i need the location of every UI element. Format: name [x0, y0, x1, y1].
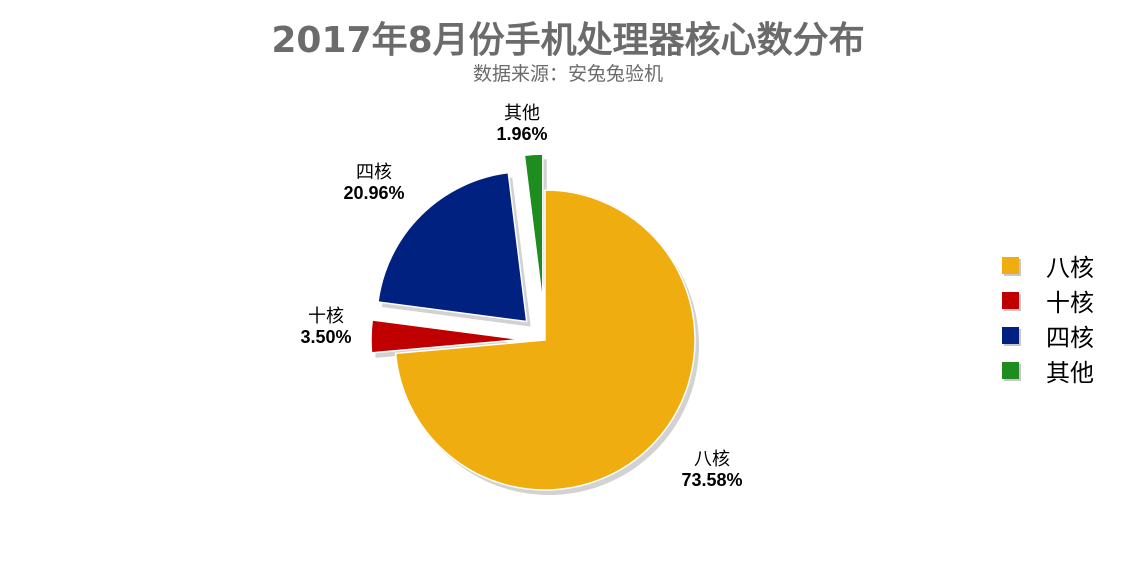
legend-item: 八核	[1002, 248, 1094, 283]
slice-label-name: 四核	[356, 162, 392, 183]
legend-label: 四核	[1046, 324, 1094, 352]
slice-label-percent: 1.96%	[496, 124, 548, 144]
slice-quad-core	[377, 171, 528, 323]
slice-label-name: 十核	[308, 306, 344, 327]
chart-title: 2017年8月份手机处理器核心数分布	[271, 20, 865, 61]
legend-swatch	[1002, 327, 1019, 344]
legend-label: 八核	[1046, 254, 1094, 282]
slice-eight-core	[394, 189, 696, 491]
legend-label: 其他	[1046, 359, 1094, 387]
legend-item: 四核	[1002, 318, 1094, 353]
slice-label-eight-core: 八核 73.58%	[672, 449, 752, 491]
slice-label-ten-core: 十核 3.50%	[288, 306, 364, 348]
slice-ten-core	[370, 319, 522, 354]
slice-label-other: 其他 1.96%	[485, 103, 559, 145]
legend-swatch	[1002, 362, 1019, 379]
slice-label-name: 八核	[694, 449, 730, 470]
slice-label-percent: 3.50%	[300, 327, 352, 347]
slice-label-percent: 73.58%	[681, 470, 743, 490]
chart-subtitle: 数据来源：安兔兔验机	[472, 63, 663, 85]
legend-label: 十核	[1046, 289, 1094, 317]
slice-label-percent: 20.96%	[343, 183, 405, 203]
slice-label-name: 其他	[504, 103, 540, 124]
legend: 八核 十核 四核 其他	[1002, 248, 1094, 388]
legend-item: 十核	[1002, 283, 1094, 318]
legend-swatch	[1002, 257, 1019, 274]
slice-other	[523, 153, 544, 305]
legend-item: 其他	[1002, 353, 1094, 388]
legend-swatch	[1002, 292, 1019, 309]
slice-label-quad-core: 四核 20.96%	[333, 162, 415, 204]
